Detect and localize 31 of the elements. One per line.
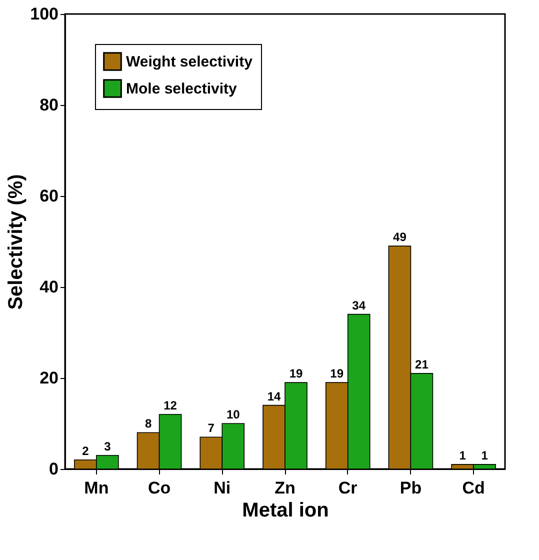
data-label: 19	[289, 366, 303, 381]
data-label: 2	[82, 444, 90, 458]
x-axis-title: Metal ion	[242, 500, 329, 522]
y-tick-label: 20	[40, 368, 58, 388]
data-label: 7	[208, 421, 215, 436]
x-tick-label: Co	[148, 478, 171, 498]
data-label: 3	[104, 439, 112, 454]
data-label: 1	[459, 448, 466, 462]
data-label: 19	[330, 366, 344, 381]
data-label: 12	[164, 398, 178, 412]
data-label: 10	[226, 408, 240, 422]
data-label: 14	[267, 389, 281, 404]
x-tick-label: Cd	[462, 478, 485, 498]
data-label: 8	[144, 416, 152, 431]
x-tick-label: Ni	[214, 478, 231, 498]
x-tick-label: Zn	[274, 478, 296, 498]
y-tick-label: 80	[40, 96, 58, 114]
data-label: 34	[352, 298, 366, 312]
legend-label: Weight selectivity	[126, 54, 254, 70]
y-axis-title: Selectivity (%)	[5, 174, 28, 310]
y-tick-label: 40	[40, 278, 58, 296]
data-label: 49	[393, 230, 407, 244]
x-tick-label: Cr	[338, 478, 358, 498]
y-tick-label: 100	[30, 4, 58, 24]
data-label: 21	[415, 357, 429, 372]
y-tick-label: 60	[40, 186, 58, 206]
x-tick-label: Mn	[84, 478, 109, 498]
legend-label: Mole selectivity	[126, 80, 238, 98]
data-label: 1	[481, 448, 488, 462]
y-tick-label: 0	[49, 460, 58, 478]
x-tick-label: Pb	[400, 478, 422, 498]
